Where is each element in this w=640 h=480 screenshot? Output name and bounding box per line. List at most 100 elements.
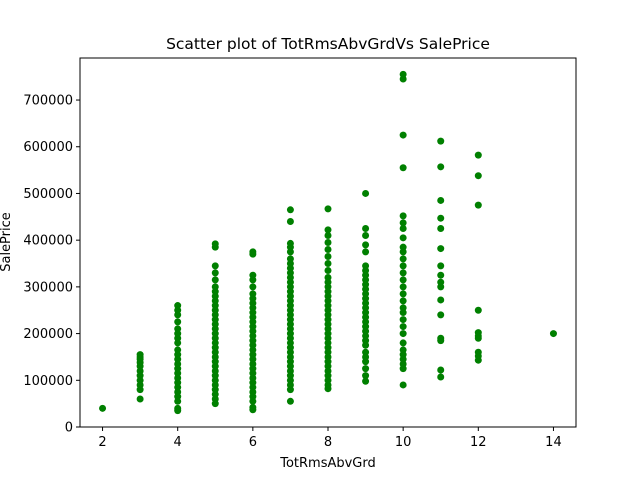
- data-point: [399, 262, 407, 270]
- data-point: [474, 348, 482, 356]
- data-point: [211, 262, 219, 270]
- data-point: [362, 377, 370, 385]
- data-point: [324, 231, 332, 239]
- data-point: [362, 365, 370, 373]
- data-point: [174, 318, 182, 326]
- data-point: [399, 283, 407, 291]
- x-tick-label: 10: [395, 435, 412, 450]
- data-point: [399, 316, 407, 324]
- data-point: [249, 403, 257, 411]
- data-point: [399, 70, 407, 78]
- data-point: [324, 253, 332, 261]
- data-point: [174, 404, 182, 412]
- data-point: [399, 243, 407, 251]
- data-point: [399, 276, 407, 284]
- data-point: [474, 306, 482, 314]
- data-point: [211, 283, 219, 291]
- y-tick-label: 0: [65, 421, 73, 436]
- data-point: [399, 339, 407, 347]
- data-point: [437, 278, 445, 286]
- data-point: [286, 397, 294, 405]
- data-point: [286, 206, 294, 214]
- data-point: [474, 172, 482, 180]
- data-point: [399, 330, 407, 338]
- data-point: [362, 241, 370, 249]
- data-point: [324, 205, 332, 213]
- data-point: [211, 240, 219, 248]
- data-point: [437, 296, 445, 304]
- data-point: [174, 346, 182, 354]
- data-point: [399, 255, 407, 263]
- data-point: [399, 290, 407, 298]
- data-point: [399, 164, 407, 172]
- data-point: [324, 239, 332, 246]
- data-point: [399, 219, 407, 227]
- data-point: [362, 248, 370, 256]
- data-point: [362, 372, 370, 380]
- data-point: [362, 262, 370, 270]
- data-point: [437, 271, 445, 279]
- y-tick-label: 700000: [23, 94, 73, 109]
- y-axis-label: SalePrice: [0, 212, 14, 272]
- data-point: [286, 255, 294, 263]
- data-point: [399, 323, 407, 331]
- data-point: [437, 262, 445, 270]
- y-tick-label: 300000: [23, 280, 73, 295]
- x-tick-label: 8: [324, 435, 332, 450]
- x-tick-label: 14: [545, 435, 562, 450]
- x-tick-label: 4: [174, 435, 182, 450]
- data-point: [286, 217, 294, 225]
- data-point: [99, 404, 107, 412]
- data-point: [399, 346, 407, 354]
- data-point: [399, 212, 407, 220]
- data-point: [437, 224, 445, 232]
- y-tick-label: 500000: [23, 187, 73, 202]
- data-point: [437, 373, 445, 381]
- x-axis-label: TotRmsAbvGrd: [279, 456, 376, 471]
- data-point: [211, 269, 219, 277]
- data-point: [286, 239, 294, 247]
- x-tick-label: 2: [98, 435, 106, 450]
- data-point: [474, 201, 482, 209]
- data-point: [399, 297, 407, 305]
- data-point: [249, 290, 257, 298]
- data-point: [324, 267, 332, 275]
- chart-title: Scatter plot of TotRmsAbvGrdVs SalePrice: [166, 35, 490, 53]
- data-point: [437, 196, 445, 204]
- data-point: [399, 234, 407, 242]
- data-point: [399, 224, 407, 232]
- data-point: [437, 366, 445, 374]
- data-point: [399, 131, 407, 139]
- data-point: [437, 214, 445, 222]
- data-point: [437, 245, 445, 253]
- y-tick-label: 400000: [23, 234, 73, 249]
- data-point: [362, 189, 370, 197]
- data-point: [324, 274, 332, 282]
- data-point: [437, 311, 445, 319]
- x-tick-label: 6: [249, 435, 257, 450]
- data-point: [211, 276, 219, 284]
- data-point: [399, 269, 407, 277]
- data-point: [136, 395, 144, 403]
- y-tick-label: 100000: [23, 374, 73, 389]
- points-layer: [99, 70, 557, 415]
- data-point: [249, 248, 257, 256]
- data-point: [437, 334, 445, 342]
- data-point: [362, 348, 370, 356]
- data-point: [136, 351, 144, 359]
- data-point: [399, 304, 407, 312]
- data-point: [399, 381, 407, 389]
- data-point: [437, 163, 445, 171]
- data-point: [362, 231, 370, 239]
- data-point: [474, 151, 482, 159]
- data-point: [249, 271, 257, 279]
- data-point: [174, 325, 182, 333]
- data-point: [324, 260, 332, 268]
- data-point: [362, 224, 370, 232]
- data-point: [324, 226, 332, 234]
- data-point: [174, 302, 182, 310]
- data-point: [549, 330, 557, 338]
- axes-layer: 2 4 6 8 10 12 14 0 100000 200000 300000 400000 50000…: [23, 57, 577, 450]
